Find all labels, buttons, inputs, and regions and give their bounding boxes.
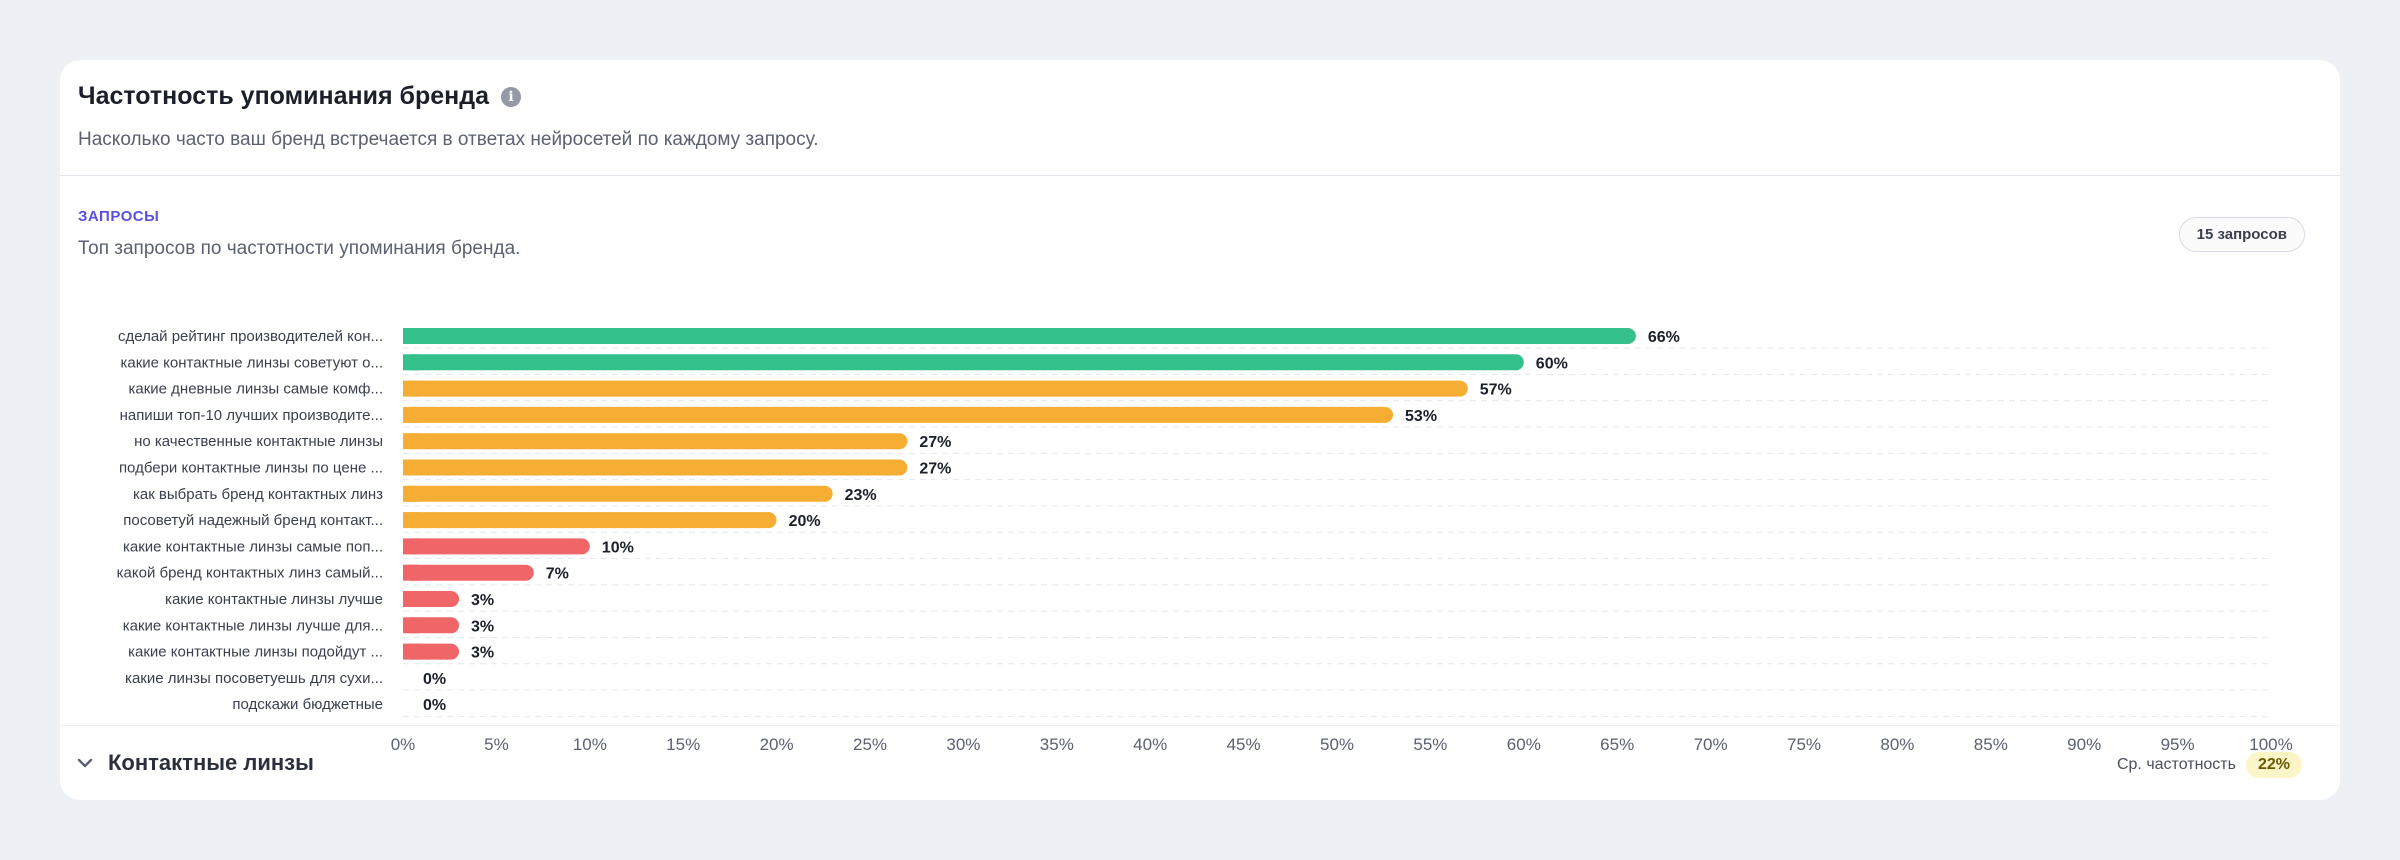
x-tick-label: 85% — [1974, 735, 2008, 754]
category-label: посоветуй надежный бренд контакт... — [123, 512, 383, 529]
category-label: сделай рейтинг производителей кон... — [118, 328, 383, 345]
category-label: какой бренд контактных линз самый... — [117, 565, 383, 582]
bar-start — [403, 485, 419, 502]
card-title: Частотность упоминания бренда — [78, 82, 489, 110]
x-tick-label: 90% — [2067, 735, 2101, 754]
bar-start — [403, 406, 419, 423]
bar — [403, 485, 833, 502]
category-label: какие контактные линзы лучше — [165, 591, 383, 608]
bar-start — [403, 538, 419, 555]
x-tick-label: 20% — [760, 735, 794, 754]
x-tick-label: 70% — [1694, 735, 1728, 754]
card-subtitle: Насколько часто ваш бренд встречается в … — [78, 129, 819, 150]
category-label: какие контактные линзы подойдут ... — [128, 644, 383, 661]
section-description: Топ запросов по частотности упоминания б… — [78, 238, 521, 259]
bar-start — [403, 354, 419, 371]
x-tick-label: 50% — [1320, 735, 1354, 754]
average-frequency-label: Ср. частотность — [2116, 756, 2236, 773]
bar — [403, 406, 1394, 423]
x-tick-label: 75% — [1787, 735, 1821, 754]
x-tick-label: 0% — [391, 735, 416, 754]
value-label: 27% — [919, 434, 951, 451]
bar — [403, 459, 908, 476]
bar — [403, 380, 1468, 397]
x-tick-label: 5% — [484, 735, 509, 754]
frequency-bar-chart: 0% 5% 10% 15% 20% 25% 30% 35% 40% 45% 50% 55% 60% 65%… — [117, 328, 2293, 754]
x-tick-label: 60% — [1507, 735, 1541, 754]
x-tick-label: 15% — [666, 735, 700, 754]
section-label: ЗАПРОСЫ — [78, 208, 160, 225]
x-tick-label: 25% — [853, 735, 887, 754]
value-label: 3% — [471, 592, 494, 609]
group-toggle[interactable]: Контактные линзы — [74, 750, 314, 776]
value-label: 60% — [1536, 355, 1568, 372]
value-label: 3% — [471, 618, 494, 635]
category-label: напиши топ-10 лучших производите... — [120, 407, 383, 424]
value-label: 7% — [546, 566, 569, 583]
value-label: 3% — [471, 645, 494, 662]
x-tick-label: 100% — [2249, 735, 2292, 754]
value-label: 20% — [789, 513, 821, 530]
bar-start — [403, 459, 419, 476]
bar-start — [403, 512, 419, 529]
x-tick-label: 80% — [1880, 735, 1914, 754]
category-label: как выбрать бренд контактных линз — [133, 486, 383, 503]
value-label: 0% — [423, 697, 446, 714]
bar-start — [403, 617, 419, 634]
category-label: какие контактные линзы самые поп... — [123, 538, 383, 555]
bar — [403, 354, 1524, 371]
bar-start — [403, 564, 419, 581]
average-frequency-value: 22% — [2245, 752, 2302, 778]
x-tick-label: 10% — [573, 735, 607, 754]
x-tick-label: 45% — [1227, 735, 1261, 754]
footer-divider — [60, 725, 2340, 726]
category-label: подскажи бюджетные — [232, 696, 383, 713]
bar-start — [403, 643, 419, 660]
card-header: Частотность упоминания бренда i Наскольк… — [78, 82, 2322, 151]
bar — [403, 433, 908, 450]
value-label: 10% — [602, 539, 634, 556]
bar — [403, 538, 590, 555]
bar — [403, 512, 777, 529]
group-name: Контактные линзы — [108, 750, 314, 775]
bar — [403, 564, 534, 581]
info-icon[interactable]: i — [501, 86, 521, 107]
bar — [403, 328, 1636, 344]
bar-start — [403, 591, 419, 607]
category-label: подбери контактные линзы по цене ... — [119, 460, 383, 477]
x-tick-label: 55% — [1413, 735, 1447, 754]
x-tick-label: 30% — [946, 735, 980, 754]
header-divider — [60, 175, 2340, 176]
value-label: 0% — [423, 671, 446, 688]
value-label: 57% — [1480, 382, 1512, 399]
x-tick-label: 65% — [1600, 735, 1634, 754]
category-label: какие дневные линзы самые комф... — [128, 381, 383, 398]
category-label: какие контактные линзы лучше для... — [123, 617, 383, 634]
value-label: 27% — [919, 461, 951, 478]
x-tick-label: 35% — [1040, 735, 1074, 754]
category-label: какие контактные линзы советуют о... — [121, 354, 384, 371]
bar-start — [403, 328, 419, 344]
chevron-down-icon — [77, 758, 93, 768]
category-label: какие линзы посоветуешь для сухи... — [125, 670, 383, 687]
bar-start — [403, 433, 419, 450]
x-tick-label: 40% — [1133, 735, 1167, 754]
value-label: 23% — [845, 487, 877, 504]
query-count-badge: 15 запросов — [2178, 217, 2305, 252]
value-label: 66% — [1648, 329, 1680, 346]
value-label: 53% — [1405, 408, 1437, 425]
brand-mention-frequency-card: Частотность упоминания бренда i Наскольк… — [60, 60, 2340, 800]
average-frequency: Ср. частотность 22% — [2117, 752, 2302, 778]
bar-start — [403, 380, 419, 397]
category-label: но качественные контактные линзы — [134, 433, 383, 450]
x-tick-label: 95% — [2161, 735, 2195, 754]
